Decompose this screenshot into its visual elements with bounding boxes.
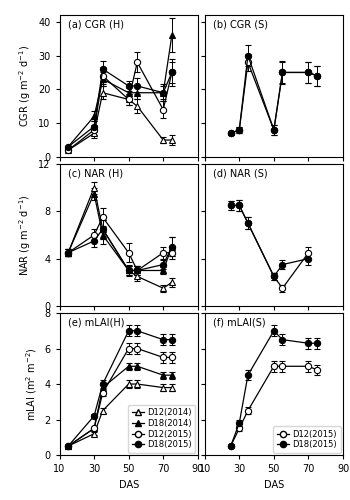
X-axis label: DAS: DAS: [264, 480, 284, 490]
Y-axis label: mLAI (m$^{2}$ m$^{-2}$): mLAI (m$^{2}$ m$^{-2}$): [24, 347, 38, 421]
Text: (f) mLAI(S): (f) mLAI(S): [213, 318, 266, 328]
Text: (e) mLAI(H): (e) mLAI(H): [68, 318, 124, 328]
Y-axis label: CGR (g m$^{-2}$ d$^{-1}$): CGR (g m$^{-2}$ d$^{-1}$): [17, 45, 33, 127]
Text: (c) NAR (H): (c) NAR (H): [68, 168, 123, 178]
Text: (a) CGR (H): (a) CGR (H): [68, 20, 124, 30]
Text: (b) CGR (S): (b) CGR (S): [213, 20, 268, 30]
Y-axis label: NAR (g m$^{-2}$ d$^{-1}$): NAR (g m$^{-2}$ d$^{-1}$): [17, 194, 33, 276]
Legend: D12(2014), D18(2014), D12(2015), D18(2015): D12(2014), D18(2014), D12(2015), D18(201…: [128, 405, 195, 452]
X-axis label: DAS: DAS: [119, 480, 139, 490]
Text: (d) NAR (S): (d) NAR (S): [213, 168, 268, 178]
Legend: D12(2015), D18(2015): D12(2015), D18(2015): [273, 426, 341, 452]
